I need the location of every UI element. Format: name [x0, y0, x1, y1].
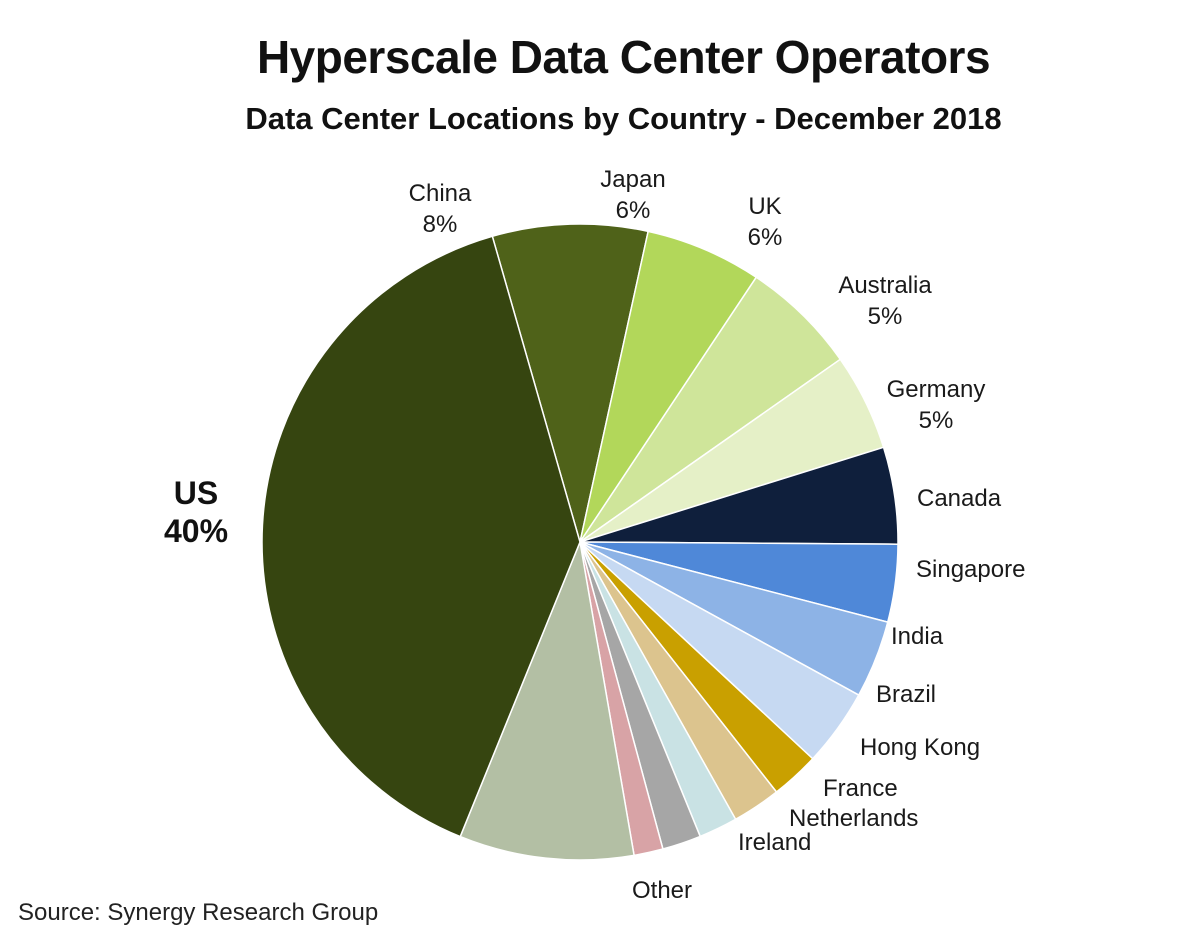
slice-label-netherlands: Netherlands	[789, 805, 918, 832]
slice-label-france: France	[823, 775, 898, 802]
source-note: Source: Synergy Research Group	[18, 899, 379, 926]
slice-label-ireland: Ireland	[738, 829, 811, 856]
slice-label-brazil: Brazil	[876, 681, 936, 708]
slice-label-canada: Canada	[917, 485, 1002, 512]
slice-label-us: US 40%	[164, 475, 228, 549]
slice-label-singapore: Singapore	[916, 556, 1025, 583]
slice-label-japan: Japan 6%	[600, 166, 665, 224]
pie-slice-china	[491, 223, 649, 543]
chart-subtitle: Data Center Locations by Country - Decem…	[245, 101, 1002, 136]
slice-label-germany: Germany 5%	[887, 376, 986, 434]
slice-label-other: Other	[632, 877, 692, 904]
slice-label-uk: UK 6%	[748, 193, 783, 251]
slice-label-australia: Australia 5%	[838, 272, 932, 330]
slice-label-india: India	[891, 623, 944, 650]
chart-title: Hyperscale Data Center Operators	[256, 31, 991, 83]
slice-label-china: China 8%	[409, 180, 472, 238]
slice-label-hong-kong: Hong Kong	[860, 734, 980, 761]
pie-slice-us	[261, 235, 581, 838]
pie-slice-other	[459, 541, 635, 861]
